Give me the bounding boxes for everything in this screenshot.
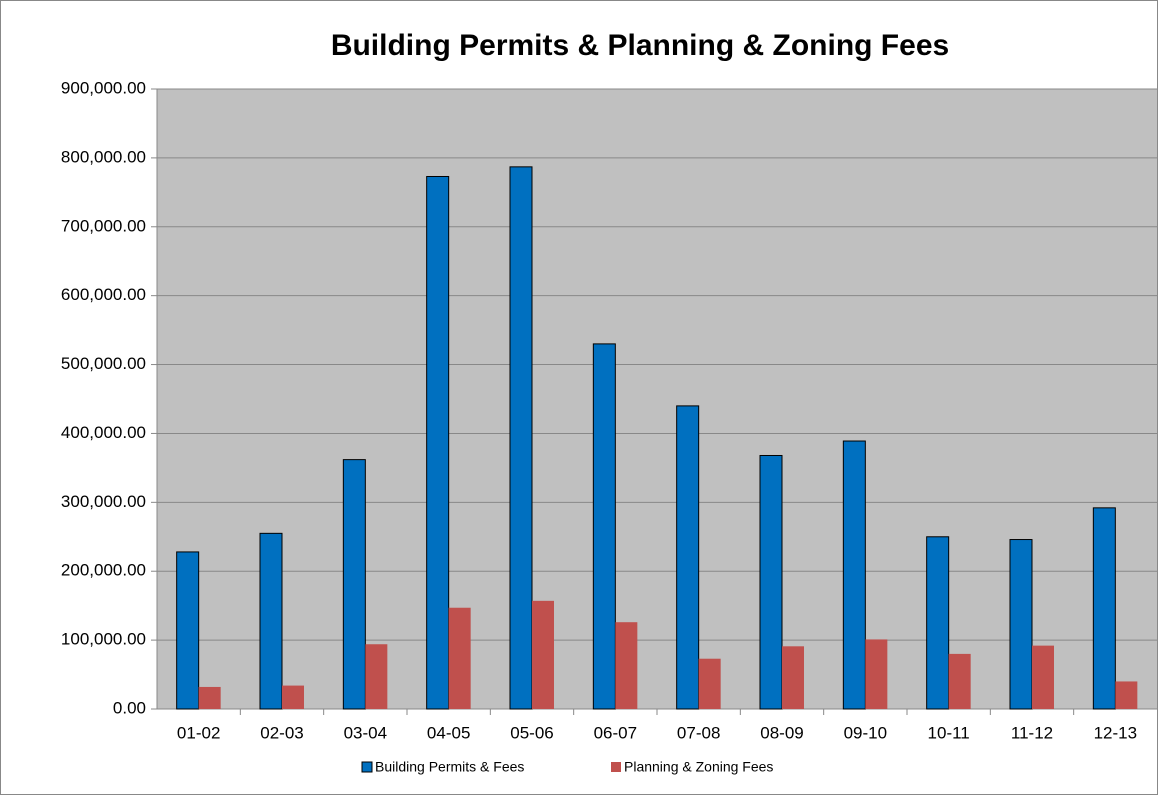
bar (426, 175, 450, 710)
legend-label: Building Permits & Fees (375, 759, 524, 775)
bar (759, 454, 783, 710)
bar (926, 536, 950, 710)
y-tick-label: 500,000.00 (61, 354, 146, 373)
bar (198, 686, 221, 709)
y-tick-label: 300,000.00 (61, 492, 146, 511)
y-tick-label: 900,000.00 (61, 78, 146, 97)
y-tick-label: 100,000.00 (61, 630, 146, 649)
x-tick-label: 04-05 (427, 723, 470, 742)
bar (448, 607, 471, 709)
bar (365, 644, 388, 709)
bar (1009, 539, 1033, 710)
y-tick-label: 800,000.00 (61, 147, 146, 166)
x-tick-label: 08-09 (760, 723, 803, 742)
bar (1115, 681, 1138, 709)
x-tick-label: 02-03 (260, 723, 303, 742)
y-tick-label: 0.00 (113, 698, 146, 717)
bar (782, 646, 804, 709)
bar (1092, 507, 1116, 710)
y-tick-label: 700,000.00 (61, 216, 146, 235)
legend-swatch (361, 761, 373, 773)
y-tick-label: 600,000.00 (61, 285, 146, 304)
bar (698, 658, 721, 709)
x-tick-label: 05-06 (510, 723, 553, 742)
chart-title: Building Permits & Planning & Zoning Fee… (331, 29, 949, 62)
bar (948, 653, 971, 709)
x-tick-label: 11-12 (1011, 723, 1053, 742)
legend-label: Planning & Zoning Fees (624, 759, 773, 775)
bar (282, 685, 304, 709)
bar (865, 639, 888, 709)
bar (615, 622, 638, 709)
bar (509, 166, 533, 710)
bar (592, 343, 616, 710)
x-tick-label: 07-08 (677, 723, 720, 742)
x-tick-label: 10-11 (928, 723, 970, 742)
bar (676, 405, 700, 710)
bar (532, 600, 554, 709)
x-tick-label: 09-10 (844, 723, 887, 742)
y-tick-label: 200,000.00 (61, 561, 146, 580)
bar (259, 532, 283, 710)
x-tick-label: 06-07 (594, 723, 637, 742)
bar (842, 440, 866, 710)
bar (342, 459, 366, 710)
legend-swatch (611, 762, 621, 772)
bar (1032, 645, 1054, 709)
x-tick-label: 03-04 (344, 723, 387, 742)
plot-area (157, 89, 1157, 709)
x-tick-label: 12-13 (1094, 723, 1137, 742)
y-tick-label: 400,000.00 (61, 423, 146, 442)
bar (176, 551, 200, 710)
x-tick-label: 01-02 (177, 723, 220, 742)
